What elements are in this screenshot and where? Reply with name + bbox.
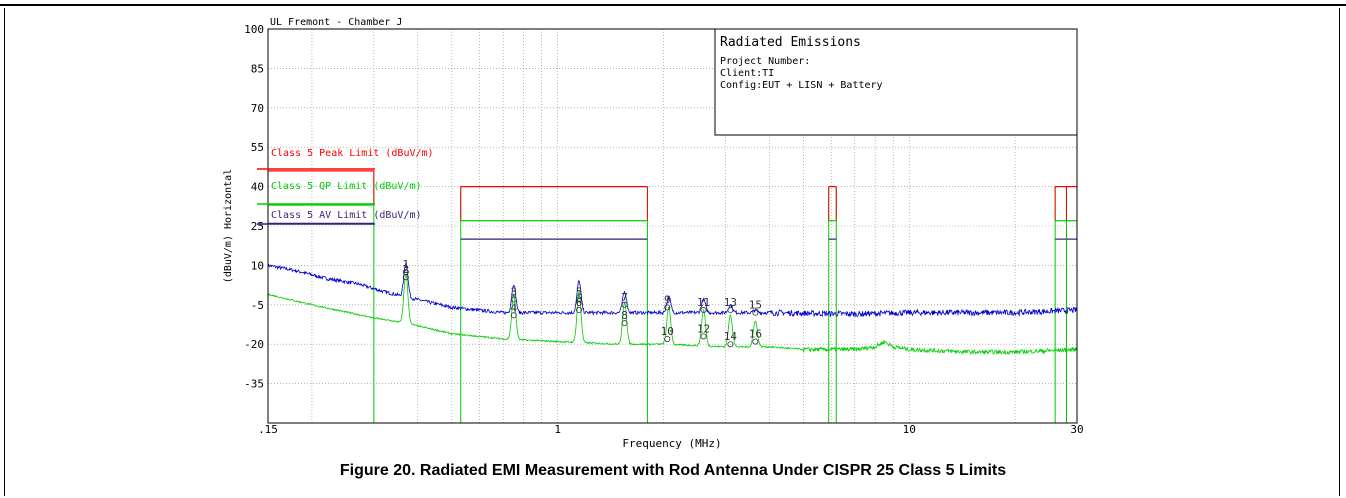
marker-point [727, 307, 734, 314]
x-tick-label: .15 [258, 423, 278, 436]
marker-point [752, 309, 759, 316]
marker-label: 16 [749, 328, 762, 341]
marker-label: 9 [664, 293, 671, 306]
info-box: Radiated Emissions Project Number: Clien… [714, 28, 1078, 136]
y-tick-label: 40 [251, 181, 264, 194]
marker-label: 3 [510, 286, 517, 299]
figure-frame [4, 8, 1340, 496]
marker-point [664, 335, 671, 342]
marker-point [402, 274, 409, 281]
info-box-line-project: Project Number: [720, 56, 810, 67]
marker-point [700, 333, 707, 340]
marker-point [510, 312, 517, 319]
marker-label: 13 [724, 296, 737, 309]
info-box-title: Radiated Emissions [720, 35, 861, 50]
x-axis-label: Frequency (MHz) [622, 437, 721, 450]
y-tick-label: 10 [251, 259, 264, 272]
marker-label: 11 [697, 296, 710, 309]
marker-label: 15 [749, 299, 762, 312]
plot-frame [267, 28, 1078, 424]
y-tick-label: -20 [244, 338, 264, 351]
marker-point [752, 338, 759, 345]
series-layer [267, 261, 1078, 356]
marker-point [621, 320, 628, 327]
top-rule [0, 4, 1346, 6]
marker-label: 10 [661, 325, 674, 338]
marker-label: 1 [403, 258, 410, 271]
y-axis-label: (dBuV/m) Horizontal [223, 169, 234, 283]
trace-average [267, 273, 1078, 356]
y-tick-label: 55 [251, 141, 264, 154]
y-tick-label: 85 [251, 62, 264, 75]
figure-caption: Figure 20. Radiated EMI Measurement with… [339, 462, 1007, 479]
info-box-frame [714, 28, 1078, 136]
marker-point [510, 296, 517, 303]
legend-label-av: Class 5 AV Limit (dBuV/m) [271, 210, 422, 221]
marker-label: 4 [510, 301, 517, 314]
marker-label: 14 [724, 330, 738, 343]
legend-label-qp: Class 5 QP Limit (dBuV/m) [271, 181, 422, 192]
y-tick-label: 70 [251, 102, 264, 115]
marker-point [727, 341, 734, 348]
y-tick-label: 100 [244, 23, 264, 36]
limit-layer [267, 170, 1078, 423]
marker-label: 8 [621, 309, 628, 322]
marker-point [576, 296, 583, 303]
marker-label: 5 [576, 286, 583, 299]
marker-point [621, 301, 628, 308]
y-tick-label: 25 [251, 220, 264, 233]
marker-point [576, 307, 583, 314]
marker-label: 12 [697, 322, 710, 335]
y-tick-label: -5 [251, 299, 264, 312]
info-box-line-client: Client:TI [720, 68, 774, 79]
x-tick-label: 1 [554, 423, 561, 436]
marker-point [700, 307, 707, 314]
legend-label-peak: Class 5 Peak Limit (dBuV/m) [271, 148, 434, 159]
x-tick-label: 10 [903, 423, 916, 436]
marker-point [664, 304, 671, 311]
marker-label: 2 [403, 263, 410, 276]
marker-label: 7 [621, 291, 628, 304]
legend: Class 5 Peak Limit (dBuV/m) Class 5 QP L… [257, 148, 434, 225]
trace-peak [267, 261, 1078, 318]
x-tick-label: 30 [1070, 423, 1083, 436]
chart-header: UL Fremont - Chamber J [270, 17, 402, 28]
marker-label: 6 [576, 296, 583, 309]
y-tick-label: -35 [244, 378, 264, 391]
info-box-line-config: Config:EUT + LISN + Battery [720, 80, 883, 91]
